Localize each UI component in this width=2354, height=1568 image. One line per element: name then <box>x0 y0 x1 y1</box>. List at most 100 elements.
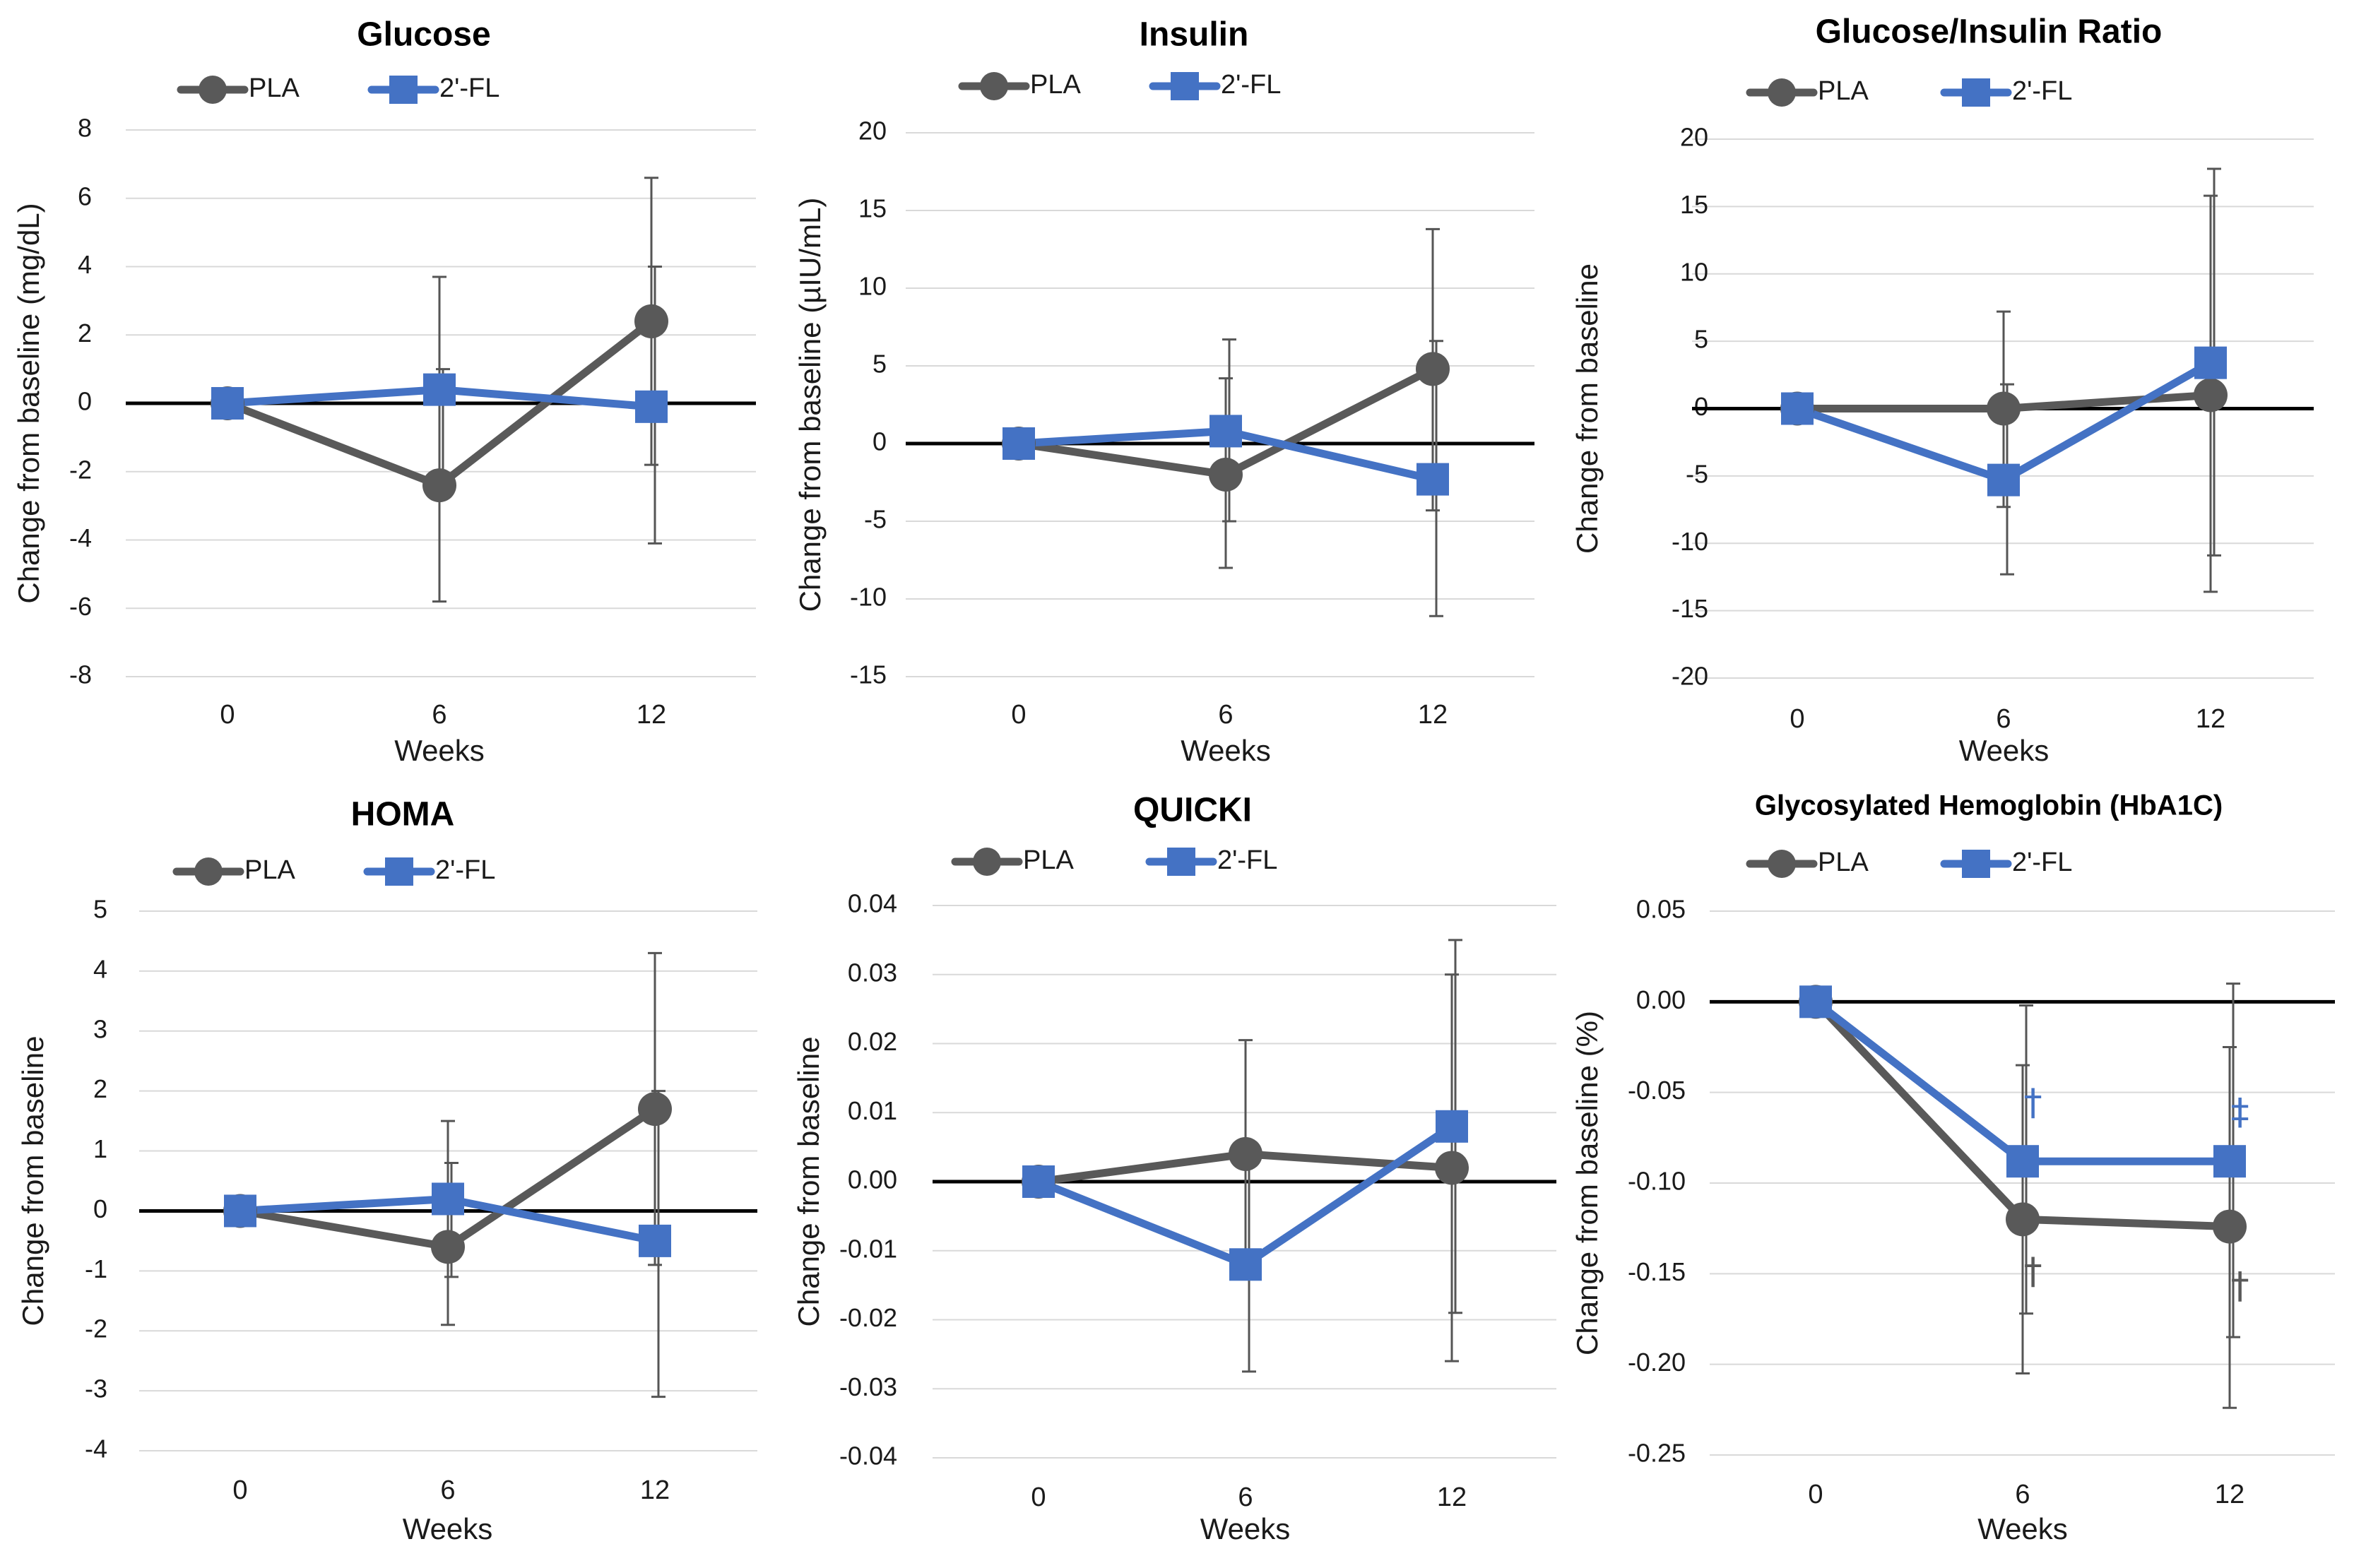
y-tick-label: -0.20 <box>1628 1348 1686 1377</box>
x-axis-label: Weeks <box>1200 1512 1291 1545</box>
y-tick-label: -15 <box>850 660 887 689</box>
legend-marker-pla <box>1768 78 1796 107</box>
chart-title: HOMA <box>351 796 455 833</box>
data-point-pla <box>1229 1136 1262 1171</box>
y-tick-label: 3 <box>93 1014 107 1043</box>
y-tick-label: -2 <box>69 455 92 484</box>
y-tick-label: -6 <box>69 592 92 621</box>
significance-mark: † <box>2024 1082 2042 1124</box>
x-tick-label: 0 <box>232 1475 247 1505</box>
legend-label-fl: 2'-FL <box>1221 70 1281 100</box>
chart-title: Glucose/Insulin Ratio <box>1816 13 2163 51</box>
x-axis-label: Weeks <box>394 734 485 767</box>
legend-label-pla: PLA <box>1818 848 1869 877</box>
chart-panel-5: QUICKI PLA 2'-FL 0.04 0.03 0.02 0.01 0.00 -0.01 -… <box>792 792 1556 1545</box>
y-tick-label: -0.01 <box>839 1234 897 1263</box>
y-tick-label: -8 <box>69 660 92 689</box>
data-point-fl <box>1229 1248 1262 1281</box>
y-tick-label: -0.25 <box>1628 1439 1686 1468</box>
x-tick-label: 12 <box>1418 700 1448 730</box>
y-tick-label: -0.03 <box>839 1372 897 1401</box>
x-tick-label: 0 <box>1011 700 1026 730</box>
x-tick-label: 12 <box>640 1475 670 1505</box>
y-tick-label: 15 <box>1680 190 1708 219</box>
y-axis-label: Change from baseline (%) <box>1571 1011 1604 1355</box>
y-tick-label: 0.05 <box>1636 895 1686 924</box>
chart-panel-3: Glucose/Insulin Ratio PLA 2'-FL 20 15 10 5 0 -5 -… <box>1571 13 2314 767</box>
significance-mark: ‡ <box>2231 1091 2249 1133</box>
y-axis-label: Change from baseline (µIU/mL) <box>793 198 827 612</box>
y-tick-label: -0.15 <box>1628 1257 1686 1286</box>
x-tick-label: 6 <box>432 700 446 730</box>
data-point-pla <box>638 1092 672 1127</box>
x-tick-label: 0 <box>1808 1480 1823 1509</box>
data-point-fl <box>211 387 244 420</box>
x-axis-label: Weeks <box>1977 1512 2068 1545</box>
chart-panel-4: HOMA PLA 2'-FL 5 4 3 2 1 0 -1 -2 -3 -4 0 6 12 Weeks Chang… <box>16 796 757 1545</box>
legend-marker-fl <box>385 857 413 886</box>
legend-marker-fl <box>1962 78 1990 107</box>
y-tick-label: 5 <box>93 895 107 924</box>
y-tick-label: -5 <box>864 505 887 534</box>
y-axis-label: Change from baseline <box>1571 263 1604 554</box>
data-point-fl <box>423 373 456 406</box>
x-tick-label: 6 <box>1238 1483 1253 1512</box>
y-tick-label: -5 <box>1686 459 1708 488</box>
y-tick-label: 0 <box>1694 392 1708 421</box>
data-point-fl <box>1022 1165 1055 1198</box>
legend-marker-pla <box>973 848 1001 876</box>
y-tick-label: 0 <box>78 387 92 416</box>
data-point-fl <box>432 1182 464 1216</box>
y-tick-label: 4 <box>78 250 92 279</box>
legend-label-pla: PLA <box>244 855 295 885</box>
legend-marker-fl <box>389 76 418 104</box>
y-tick-label: 0.01 <box>848 1096 897 1125</box>
data-point-fl <box>224 1194 256 1228</box>
chart-title: QUICKI <box>1133 792 1252 829</box>
legend-label-fl: 2'-FL <box>2012 848 2072 877</box>
chart-panel-1: Glucose PLA 2'-FL 8 6 4 2 0 -2 -4 -6 -8 0 6 12 Weeks Cha… <box>12 16 756 767</box>
chart-panel-2: Insulin PLA 2'-FL 20 15 10 5 0 -5 -10 -15 0 6 12 Weeks… <box>793 16 1534 767</box>
x-axis-label: Weeks <box>1959 734 2050 767</box>
significance-mark: † <box>2231 1265 2249 1307</box>
y-tick-label: 1 <box>93 1134 107 1163</box>
x-axis-label: Weeks <box>1181 734 1271 767</box>
legend-label-pla: PLA <box>1023 845 1074 875</box>
y-tick-label: 4 <box>93 954 107 983</box>
legend-label-fl: 2'-FL <box>439 73 499 103</box>
y-tick-label: 6 <box>78 182 92 210</box>
data-point-fl <box>1436 1110 1468 1143</box>
y-tick-label: 2 <box>78 319 92 348</box>
y-tick-label: 8 <box>78 114 92 143</box>
y-tick-label: 0 <box>93 1194 107 1223</box>
y-tick-label: -4 <box>85 1435 107 1463</box>
legend-label-pla: PLA <box>1030 70 1081 100</box>
y-tick-label: 0.00 <box>848 1165 897 1194</box>
x-tick-label: 6 <box>1996 704 2011 734</box>
legend-label-pla: PLA <box>249 73 300 103</box>
y-tick-label: 10 <box>1680 257 1708 286</box>
data-point-pla <box>634 304 668 338</box>
chart-panel-6: Glycosylated Hemoglobin (HbA1C) PLA 2'-FL 0… <box>1571 790 2335 1545</box>
x-tick-label: 6 <box>1218 700 1233 730</box>
data-point-fl <box>1781 392 1814 425</box>
data-point-fl <box>2194 346 2227 379</box>
significance-mark: † <box>2024 1250 2042 1293</box>
y-tick-label: 0.02 <box>848 1027 897 1056</box>
y-tick-label: 5 <box>873 350 887 379</box>
x-tick-label: 12 <box>2215 1480 2244 1509</box>
data-point-fl <box>1799 985 1832 1018</box>
chart-title: Glucose <box>357 16 490 54</box>
y-tick-label: -20 <box>1672 662 1708 691</box>
y-tick-label: 15 <box>858 194 887 223</box>
data-point-pla <box>422 468 456 503</box>
y-tick-label: 10 <box>858 272 887 301</box>
y-tick-label: 0.00 <box>1636 985 1686 1014</box>
legend-marker-pla <box>980 72 1008 100</box>
y-tick-label: -1 <box>85 1254 107 1283</box>
data-point-fl <box>1209 415 1242 448</box>
y-tick-label: -0.10 <box>1628 1167 1686 1196</box>
y-axis-label: Change from baseline (mg/dL) <box>12 203 45 603</box>
